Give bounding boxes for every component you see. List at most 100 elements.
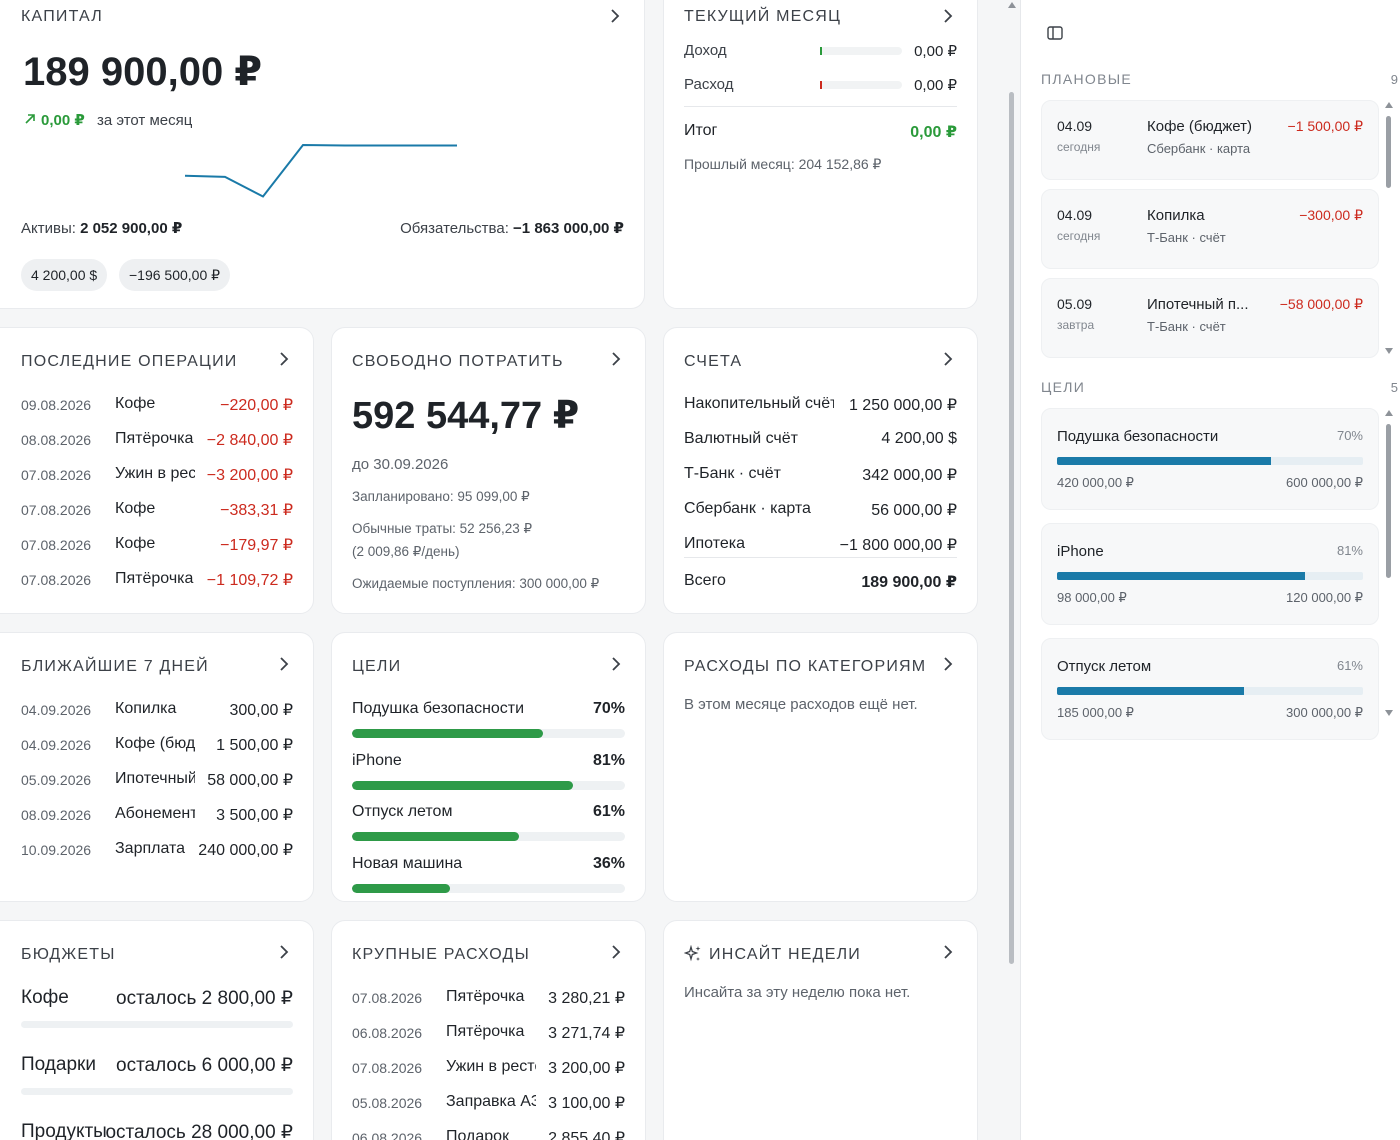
list-item[interactable]: 08.08.2026 Пятёрочка −2 840,00 ₽ <box>21 430 293 452</box>
goal-name: iPhone <box>352 751 402 769</box>
chevron-right-icon[interactable] <box>941 655 955 673</box>
scroll-down-arrow-icon[interactable] <box>1385 710 1393 716</box>
goals-scrollbar-thumb[interactable] <box>1386 424 1391 578</box>
item-date: 07.08.2026 <box>21 467 92 483</box>
budget-progress-bar <box>21 1021 293 1028</box>
chevron-right-icon[interactable] <box>941 943 955 961</box>
chevron-right-icon[interactable] <box>277 655 291 673</box>
currency-pill-usd[interactable]: 4 200,00 $ <box>21 259 108 291</box>
current-month-title: ТЕКУЩИЙ МЕСЯЦ <box>684 8 842 25</box>
big-expenses-card[interactable]: КРУПНЫЕ РАСХОДЫ 07.08.2026 Пятёрочка 3 280… <box>331 920 646 1140</box>
item-amount: −383,31 ₽ <box>220 502 293 519</box>
recent-operations-card[interactable]: ПОСЛЕДНИЕ ОПЕРАЦИИ 09.08.2026 Кофе −220,00… <box>0 327 314 614</box>
list-item[interactable]: 09.08.2026 Кофе −220,00 ₽ <box>21 395 293 417</box>
list-item[interactable]: 07.08.2026 Кофе −179,97 ₽ <box>21 535 293 557</box>
item-amount: −179,97 ₽ <box>220 537 293 554</box>
planned-scrollbar-thumb[interactable] <box>1386 116 1391 188</box>
budget-item[interactable]: Кофе осталось 2 800,00 ₽ <box>21 987 293 1011</box>
item-name: Копилка <box>115 700 177 717</box>
item-amount: 3 200,00 ₽ <box>548 1060 625 1077</box>
accounts-card[interactable]: СЧЕТА Накопительный счёт 1 250 000,00 ₽ Ва… <box>663 327 978 614</box>
list-item[interactable]: 07.08.2026 Ужин в ресторане 3 200,00 ₽ <box>352 1058 625 1080</box>
list-item[interactable]: 04.09.2026 Кофе (бюджет) 1 500,00 ₽ <box>21 735 293 757</box>
item-name: Ужин в ресторане <box>115 465 195 482</box>
list-item[interactable]: 05.09.2026 Ипотечный платёж 58 000,00 ₽ <box>21 770 293 792</box>
main-scrollbar[interactable] <box>1006 0 1018 1140</box>
sidebar-goal-item[interactable]: Подушка безопасности 70% 420 000,00 ₽ 600 0… <box>1041 408 1379 510</box>
list-item[interactable]: 07.08.2026 Кофе −383,31 ₽ <box>21 500 293 522</box>
chevron-right-icon[interactable] <box>941 350 955 368</box>
budget-item[interactable]: Подарки осталось 6 000,00 ₽ <box>21 1054 293 1078</box>
list-item[interactable]: 08.09.2026 Абонемент 3 500,00 ₽ <box>21 805 293 827</box>
goal-progress-fill <box>1057 572 1305 580</box>
item-name: Кофе <box>115 395 156 412</box>
budget-name: Кофе <box>21 987 69 1008</box>
scroll-down-arrow-icon[interactable] <box>1385 348 1393 354</box>
item-name: Ипотечный платёж <box>115 770 195 787</box>
goal-item[interactable]: Новая машина 36% <box>352 855 625 877</box>
chevron-right-icon[interactable] <box>609 350 623 368</box>
insight-card[interactable]: ИНСАЙТ НЕДЕЛИ Инсайта за эту неделю пока… <box>663 920 978 1140</box>
list-item[interactable]: Ипотека −1 800 000,00 ₽ <box>684 535 957 557</box>
item-amount: 1 500,00 ₽ <box>216 737 293 754</box>
planned-item[interactable]: 04.09 сегодня Кофе (бюджет) Сбербанк · карт… <box>1041 100 1379 180</box>
list-item[interactable]: 06.08.2026 Пятёрочка 3 271,74 ₽ <box>352 1023 625 1045</box>
sidebar-goal-item[interactable]: iPhone 81% 98 000,00 ₽ 120 000,00 ₽ <box>1041 523 1379 625</box>
list-item[interactable]: Валютный счёт 4 200,00 $ <box>684 430 957 452</box>
expenses-by-category-card[interactable]: РАСХОДЫ ПО КАТЕГОРИЯМ В этом месяце расх… <box>663 632 978 902</box>
item-date: 05.09.2026 <box>21 772 92 788</box>
list-item[interactable]: 04.09.2026 Копилка 300,00 ₽ <box>21 700 293 722</box>
planned-date: 04.09 <box>1057 207 1093 223</box>
list-item[interactable]: 05.08.2026 Заправка АЗС 3 100,00 ₽ <box>352 1093 625 1115</box>
accounts-total-label: Всего <box>684 572 726 589</box>
sidebar-goal-item[interactable]: Отпуск летом 61% 185 000,00 ₽ 300 000,00 ₽ <box>1041 638 1379 740</box>
panel-toggle-icon[interactable] <box>1047 26 1063 45</box>
chevron-right-icon[interactable] <box>277 943 291 961</box>
planned-item[interactable]: 04.09 сегодня Копилка Т-Банк · счёт −300,00 … <box>1041 189 1379 269</box>
scroll-up-arrow-icon[interactable] <box>1385 102 1393 108</box>
goals-card[interactable]: ЦЕЛИ Подушка безопасности 70% iPhone 81% Отп… <box>331 632 646 902</box>
chevron-right-icon[interactable] <box>608 7 622 25</box>
chevron-right-icon[interactable] <box>609 655 623 673</box>
planned-scrollbar[interactable] <box>1385 100 1393 356</box>
budget-progress-bar <box>21 1088 293 1095</box>
goal-progress-bar <box>1057 687 1363 695</box>
item-date: 09.08.2026 <box>21 397 92 413</box>
free-to-spend-card[interactable]: СВОБОДНО ПОТРАТИТЬ 592 544,77 ₽ до 30.09… <box>331 327 646 614</box>
liabilities-row: Обязательства: −1 863 000,00 ₽ <box>400 219 624 237</box>
planned-item[interactable]: 05.09 завтра Ипотечный п... Т-Банк · счёт −5… <box>1041 278 1379 358</box>
goal-item[interactable]: Отпуск летом 61% <box>352 803 625 825</box>
planned-when: сегодня <box>1057 140 1101 154</box>
capital-card[interactable]: КАПИТАЛ 189 900,00 ₽ 0,00 ₽ за этот меся… <box>0 0 645 309</box>
goal-percent: 70% <box>1336 428 1363 443</box>
goal-item[interactable]: Подушка безопасности 70% <box>352 700 625 722</box>
list-item[interactable]: Т-Банк · счёт 342 000,00 ₽ <box>684 465 957 487</box>
list-item[interactable]: 07.08.2026 Пятёрочка −1 109,72 ₽ <box>21 570 293 592</box>
item-amount: 4 200,00 $ <box>881 430 957 447</box>
list-item[interactable]: 10.09.2026 Зарплата 240 000,00 ₽ <box>21 840 293 862</box>
next-7-days-title: БЛИЖАЙШИЕ 7 ДНЕЙ <box>21 658 209 675</box>
goal-item[interactable]: iPhone 81% <box>352 752 625 774</box>
list-item[interactable]: Сбербанк · карта 56 000,00 ₽ <box>684 500 957 522</box>
list-item[interactable]: Накопительный счёт 1 250 000,00 ₽ <box>684 395 957 417</box>
goals-scrollbar[interactable] <box>1385 408 1393 718</box>
scroll-up-arrow-icon[interactable] <box>1385 410 1393 416</box>
budgets-card[interactable]: БЮДЖЕТЫ Кофе осталось 2 800,00 ₽ Подарки ос… <box>0 920 314 1140</box>
income-label: Доход <box>684 42 727 59</box>
currency-pill-other[interactable]: −196 500,00 ₽ <box>119 259 231 291</box>
goal-percent: 36% <box>592 854 625 872</box>
scroll-up-arrow-icon[interactable] <box>1008 2 1016 8</box>
budget-item[interactable]: Продукты осталось 28 000,00 ₽ <box>21 1121 293 1140</box>
chevron-right-icon[interactable] <box>609 943 623 961</box>
accounts-title: СЧЕТА <box>684 353 743 370</box>
main-scrollbar-thumb[interactable] <box>1009 92 1014 964</box>
chevron-right-icon[interactable] <box>277 350 291 368</box>
chevron-right-icon[interactable] <box>941 7 955 25</box>
planned-when: сегодня <box>1057 229 1101 243</box>
next-7-days-card[interactable]: БЛИЖАЙШИЕ 7 ДНЕЙ 04.09.2026 Копилка 300,00… <box>0 632 314 902</box>
goal-title: Отпуск летом <box>1057 658 1152 675</box>
list-item[interactable]: 07.08.2026 Пятёрочка 3 280,21 ₽ <box>352 988 625 1010</box>
list-item[interactable]: 07.08.2026 Ужин в ресторане −3 200,00 ₽ <box>21 465 293 487</box>
current-month-card[interactable]: ТЕКУЩИЙ МЕСЯЦ Доход 0,00 ₽ Расход 0,00 ₽… <box>663 0 978 309</box>
list-item[interactable]: 06.08.2026 Подарок 2 855,40 ₽ <box>352 1128 625 1140</box>
